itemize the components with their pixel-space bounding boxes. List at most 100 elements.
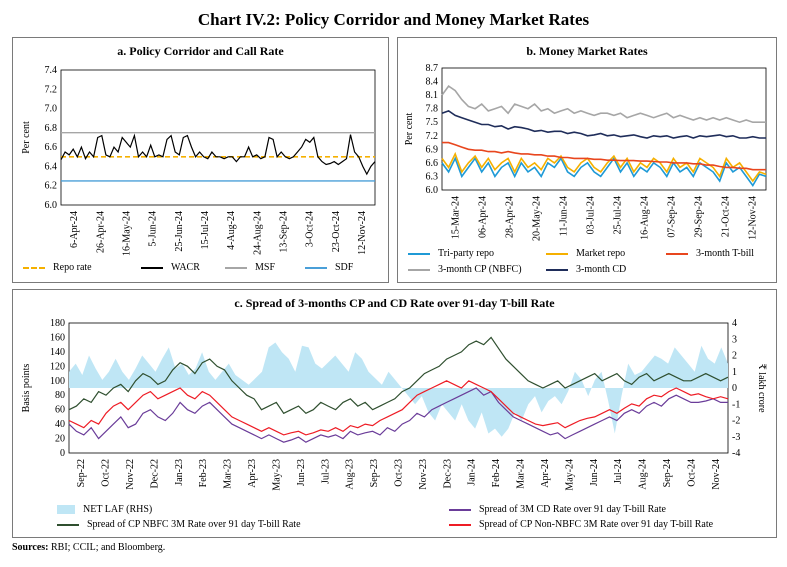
a-plot-frame (60, 69, 376, 206)
c-x-tick-3: Dec-22 (149, 459, 160, 488)
legend-wacr: WACR (141, 262, 200, 273)
legend-netlaf: NET LAF (RHS) (57, 504, 152, 515)
legend-swatch-cp-nonnbfc-spread (449, 523, 471, 526)
c-x-tick-21: Jun-24 (589, 459, 600, 486)
legend-swatch-cd-spread (449, 508, 471, 511)
b-series-3-month-cp-nbfc (441, 85, 766, 124)
b-series-tri-party-repo (441, 156, 767, 187)
c-x-tick-8: May-23 (271, 459, 282, 491)
b-series-3-month-cd (441, 110, 766, 139)
b-x-tick-9: 29-Sep-24 (694, 196, 705, 238)
panel-c-plot: 0 20 40 60 80 100 120 140 160 180 -4 -3 -2 -1 0 1 2 3 4 Bas… (21, 318, 767, 491)
c-y2-tick-2: -2 (732, 416, 740, 427)
c-y-tick-1: 20 (55, 434, 65, 445)
legend-swatch-repo (23, 266, 45, 269)
legend-msf: MSF (225, 262, 275, 273)
b-y-tick-6: 7.8 (426, 104, 439, 115)
a-series-wacr (60, 133, 376, 176)
a-x-tick-10: 23-Oct-24 (331, 211, 342, 252)
a-y-tick-4: 6.8 (45, 123, 58, 134)
legend-triparty: Tri-party repo (408, 248, 494, 259)
c-ylabel: Basis points (21, 364, 32, 413)
panel-c: c. Spread of 3-months CP and CD Rate ove… (12, 289, 777, 538)
legend-swatch-wacr (141, 266, 163, 269)
legend-swatch-msf (225, 266, 247, 269)
b-x-tick-5: 03-Jul-24 (586, 196, 597, 234)
legend-cp-nonnbfc-spread: Spread of CP Non-NBFC 3M Rate over 91 da… (449, 519, 713, 530)
c-x-tick-26: Nov-24 (711, 459, 722, 490)
b-x-tick-11: 12-Nov-24 (748, 196, 759, 240)
sources-note: Sources: RBI; CCIL; and Bloomberg. (12, 542, 166, 553)
legend-cp-nbfc-spread: Spread of CP NBFC 3M Rate over 91 day T-… (57, 519, 301, 530)
a-y-tick-7: 7.4 (45, 65, 58, 76)
b-y-tick-4: 7.2 (426, 131, 439, 142)
b-plot-frame (441, 67, 767, 191)
b-y-tick-5: 7.5 (426, 117, 439, 128)
b-y-tick-8: 8.4 (426, 77, 439, 88)
b-y-tick-1: 6.3 (426, 171, 439, 182)
legend-repo: Repo rate (23, 262, 92, 273)
c-series-spread-of-3m-cd-rate-over-91-day-t-bill-rate (68, 387, 728, 443)
a-x-tick-7: 24-Aug-24 (252, 211, 263, 255)
legend-sdf: SDF (305, 262, 353, 273)
legend-swatch-tbill (666, 252, 688, 255)
a-y-tick-6: 7.2 (45, 84, 58, 95)
c-y2-tick-3: -1 (732, 399, 740, 410)
c-x-tick-16: Jan-24 (467, 459, 478, 486)
c-x-tick-12: Sep-23 (369, 459, 380, 487)
c-x-tick-2: Nov-22 (125, 459, 136, 490)
c-series-net-laf-area (69, 342, 728, 437)
chart-title: Chart IV.2: Policy Corridor and Money Ma… (197, 10, 590, 29)
c-x-tick-6: Mar-23 (223, 459, 234, 489)
c-y-tick-0: 0 (60, 448, 65, 459)
b-y-tick-9: 8.7 (426, 63, 439, 74)
panel-c-title: c. Spread of 3-months CP and CD Rate ove… (234, 296, 555, 310)
legend-swatch-cp-nbfc (408, 268, 430, 271)
a-x-tick-3: 5-Jun-24 (148, 211, 159, 247)
c-y-tick-4: 80 (55, 390, 65, 401)
panel-a-plot: 6.0 6.2 6.4 6.6 6.8 7.0 7.2 7.4 Per cent 6-Apr-24… (21, 65, 376, 256)
legend-market-repo: Market repo (546, 248, 625, 259)
panel-b-plot: 6.0 6.3 6.6 6.9 7.2 7.5 7.8 8.1 8.4 8.7 Per cent 15… (404, 63, 767, 241)
a-x-tick-0: 6-Apr-24 (69, 211, 80, 248)
b-x-tick-10: 21-Oct-24 (721, 196, 732, 237)
c-y2-tick-8: 4 (732, 318, 737, 329)
b-x-tick-8: 07-Sep-24 (667, 196, 678, 238)
a-x-tick-6: 4-Aug-24 (226, 211, 237, 250)
b-y-tick-2: 6.6 (426, 158, 439, 169)
c-y2-tick-4: 0 (732, 383, 737, 394)
c-series-spread-of-cp-non-nbfc-3m-rate-over-91-day-t-bill-rate (68, 380, 729, 436)
legend-cp-nbfc: 3-month CP (NBFC) (408, 264, 522, 275)
c-x-tick-11: Aug-23 (345, 459, 356, 490)
b-y-tick-0: 6.0 (426, 185, 439, 196)
legend-swatch-sdf (305, 266, 327, 269)
a-x-tick-1: 26-Apr-24 (95, 211, 106, 253)
a-y-tick-5: 7.0 (45, 104, 58, 115)
b-x-tick-3: 20-May-24 (532, 196, 543, 241)
c-y-tick-7: 140 (50, 347, 65, 358)
legend-cd: 3-month CD (546, 264, 626, 275)
c-y2-tick-7: 3 (732, 334, 737, 345)
legend-swatch-triparty (408, 252, 430, 255)
c-x-tick-20: May-24 (564, 459, 575, 491)
legend-cd-spread: Spread of 3M CD Rate over 91 day T-bill … (449, 504, 666, 515)
b-ylabel: Per cent (404, 113, 415, 146)
c-x-tick-5: Feb-23 (198, 459, 209, 487)
c-x-tick-22: Jul-24 (613, 459, 624, 484)
b-x-tick-1: 06-Apr-24 (478, 196, 489, 238)
c-series-spread-of-cp-nbfc-3m-rate-over-91-day-t-bill-rate (68, 336, 729, 415)
legend-tbill: 3-month T-bill (666, 248, 754, 259)
legend-swatch-netlaf (57, 505, 75, 514)
c-x-tick-23: Aug-24 (638, 459, 649, 490)
a-x-tick-2: 16-May-24 (121, 211, 132, 256)
c-x-tick-15: Dec-23 (442, 459, 453, 488)
b-x-tick-6: 25-Jul-24 (613, 196, 624, 234)
panel-b-title: b. Money Market Rates (526, 44, 648, 58)
a-x-tick-4: 25-Jun-24 (174, 211, 185, 252)
b-x-tick-0: 15-Mar-24 (451, 196, 462, 239)
c-x-tick-7: Apr-23 (247, 459, 258, 488)
a-ylabel: Per cent (21, 121, 32, 154)
legend-swatch-market-repo (546, 252, 568, 255)
a-x-tick-11: 12-Nov-24 (357, 211, 368, 255)
c-x-tick-1: Oct-22 (101, 459, 112, 487)
